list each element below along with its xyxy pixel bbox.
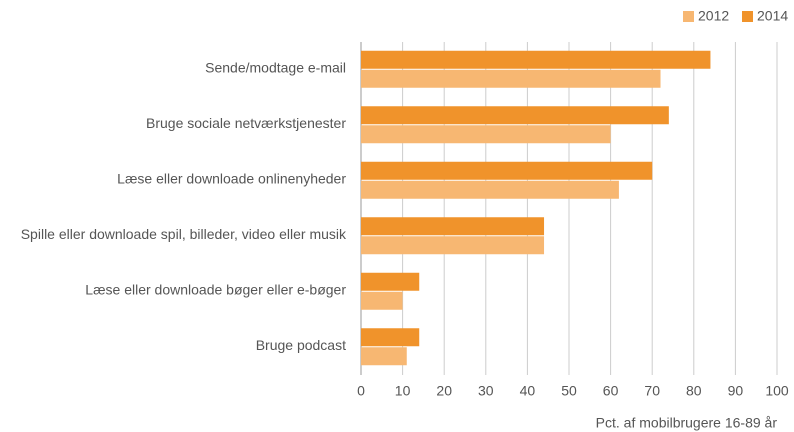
- legend-label: 2012: [698, 8, 729, 24]
- x-tick-label: 60: [603, 383, 619, 399]
- x-tick-label: 70: [644, 383, 660, 399]
- x-tick-label: 20: [436, 383, 452, 399]
- x-tick-label: 10: [395, 383, 411, 399]
- bar: [361, 328, 420, 347]
- bar: [361, 217, 545, 236]
- legend-swatch: [742, 11, 753, 22]
- category-label: Læse eller downloade bøger eller e-bøger: [85, 281, 346, 297]
- bar: [361, 125, 611, 144]
- category-label: Bruge podcast: [256, 337, 346, 353]
- x-tick-label: 100: [765, 383, 789, 399]
- category-label: Læse eller downloade onlinenyheder: [117, 170, 346, 186]
- category-label: Sende/modtage e-mail: [205, 59, 346, 75]
- category-label: Bruge sociale netværkstjenester: [146, 115, 346, 131]
- x-tick-label: 90: [728, 383, 744, 399]
- bar: [361, 180, 619, 199]
- legend-label: 2014: [757, 8, 788, 24]
- category-label: Spille eller downloade spil, billeder, v…: [21, 226, 347, 242]
- bar: [361, 106, 669, 125]
- x-tick-label: 30: [478, 383, 494, 399]
- bar: [361, 161, 653, 180]
- bar: [361, 291, 403, 310]
- legend-swatch: [683, 11, 694, 22]
- x-axis-label: Pct. af mobilbrugere 16-89 år: [596, 415, 778, 431]
- bar: [361, 347, 407, 366]
- bar: [361, 69, 661, 88]
- bar: [361, 50, 711, 69]
- x-tick-label: 80: [686, 383, 702, 399]
- bar: [361, 272, 420, 291]
- x-tick-label: 40: [520, 383, 536, 399]
- x-tick-label: 0: [357, 383, 365, 399]
- x-tick-label: 50: [561, 383, 577, 399]
- bar: [361, 236, 545, 255]
